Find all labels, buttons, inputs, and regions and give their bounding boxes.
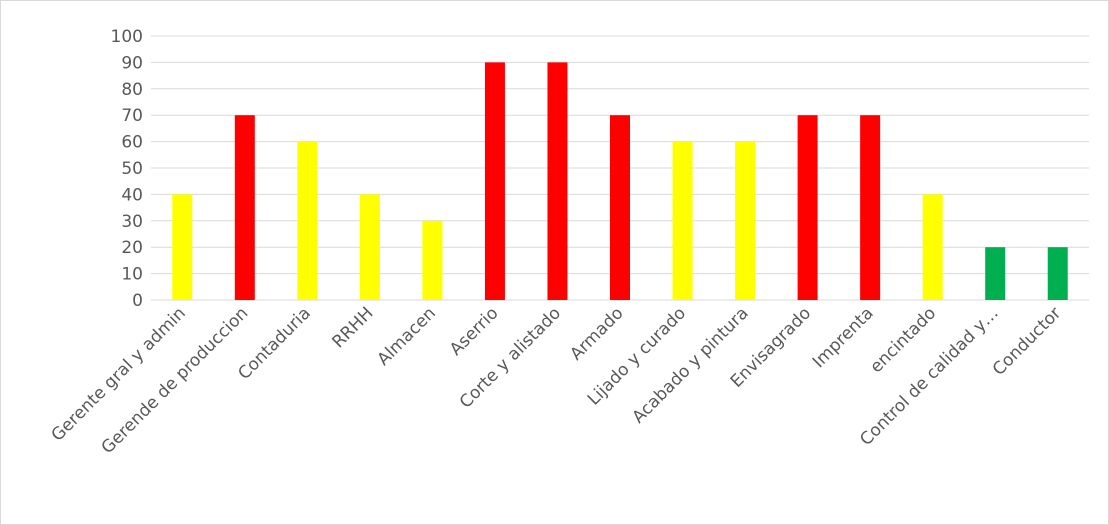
y-axis-tick-labels: 0 10 20 30 40 50 60 70 80 90 100 xyxy=(111,27,143,311)
y-tick-label: 20 xyxy=(121,238,143,258)
bar xyxy=(234,115,255,300)
x-category-label: Almacen xyxy=(374,303,440,369)
y-tick-label: 50 xyxy=(121,159,143,179)
y-tick-label: 40 xyxy=(121,185,143,205)
x-category-label: Conductor xyxy=(989,303,1065,379)
y-tick-label: 30 xyxy=(121,212,143,232)
bar xyxy=(735,141,756,300)
x-category-label: Acabado y pintura xyxy=(629,303,753,427)
y-tick-label: 0 xyxy=(132,291,143,311)
y-tick-label: 90 xyxy=(121,53,143,73)
x-category-label: Aserrio xyxy=(446,303,502,359)
bar xyxy=(1047,247,1068,300)
x-category-label: Armado xyxy=(566,303,627,364)
bar xyxy=(547,62,568,301)
x-category-label: RRHH xyxy=(328,303,377,352)
bar xyxy=(172,194,193,300)
bar xyxy=(484,62,505,301)
bar xyxy=(672,141,693,300)
y-tick-label: 10 xyxy=(121,265,143,285)
bar xyxy=(610,115,630,300)
bar xyxy=(985,247,1006,300)
y-tick-label: 70 xyxy=(121,106,143,126)
y-tick-label: 60 xyxy=(121,133,143,153)
bar xyxy=(422,220,443,300)
bar xyxy=(860,115,881,300)
bar xyxy=(359,194,380,300)
bar xyxy=(297,141,318,300)
bar xyxy=(922,194,943,300)
y-tick-label: 80 xyxy=(121,80,143,100)
bar xyxy=(797,115,818,300)
y-tick-label: 100 xyxy=(111,27,143,47)
bars xyxy=(172,62,1068,301)
